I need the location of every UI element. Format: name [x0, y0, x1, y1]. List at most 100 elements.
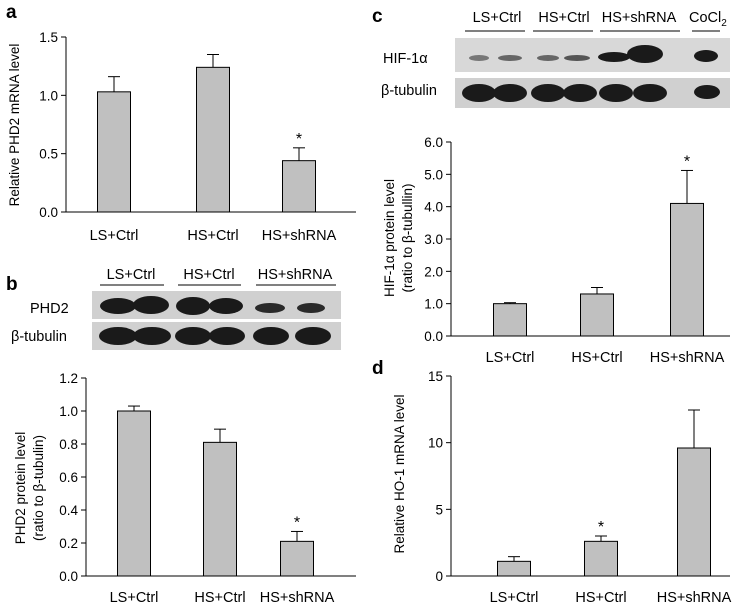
- band: [253, 327, 289, 345]
- x-category-label: HS+Ctrl: [194, 590, 245, 605]
- y-tick-label: 5: [435, 502, 443, 517]
- bar: [493, 303, 527, 337]
- y-tick-label: 1.0: [424, 297, 443, 312]
- cocl-label: CoCl: [689, 10, 721, 26]
- blot-bands: [99, 296, 331, 345]
- blot-row-label: PHD2: [30, 301, 69, 317]
- y-tick-label: 0.6: [59, 470, 78, 485]
- band: [599, 84, 633, 102]
- bar: [677, 447, 711, 577]
- x-category-label: LS+Ctrl: [490, 590, 539, 605]
- blot-row-label: β-tubulin: [11, 329, 67, 345]
- blot-group-label: HS+shRNA: [258, 267, 333, 283]
- blot-group-label: HS+Ctrl: [538, 10, 589, 26]
- band: [498, 55, 522, 61]
- significance-marker: *: [294, 514, 300, 531]
- band: [537, 55, 559, 61]
- panel-label-c: c: [372, 6, 383, 27]
- x-category-label: HS+Ctrl: [187, 228, 238, 244]
- y-axis-label: Relative HO-1 mRNA level: [392, 394, 407, 553]
- x-category-label: HS+Ctrl: [575, 590, 626, 605]
- cocl-subscript: 2: [721, 18, 727, 29]
- band: [598, 52, 630, 62]
- x-category-label: HS+shRNA: [262, 228, 337, 244]
- band: [694, 85, 720, 99]
- band: [133, 327, 171, 345]
- band: [563, 84, 597, 102]
- band: [297, 303, 325, 313]
- x-category-label: HS+shRNA: [260, 590, 335, 605]
- blot-membrane: [455, 38, 730, 72]
- band: [176, 297, 210, 315]
- significance-marker: *: [684, 153, 690, 170]
- bar: [280, 540, 314, 577]
- x-category-label: HS+Ctrl: [571, 350, 622, 366]
- panel-a: a Relative PHD2 mRNA level 0.0 0.5 1.0 1.5 L…: [6, 2, 356, 244]
- y-tick-label: 2.0: [424, 264, 443, 279]
- y-tick-label: 4.0: [424, 200, 443, 215]
- bar: [497, 560, 531, 577]
- y-tick-label: 5.0: [424, 167, 443, 182]
- y-tick-label: 1.5: [39, 30, 58, 45]
- y-tick-label: 6.0: [424, 135, 443, 150]
- panel-label-d: d: [372, 358, 384, 379]
- bar: [580, 293, 614, 337]
- y-tick-label: 0.0: [39, 205, 58, 220]
- y-tick-label: 0.8: [59, 437, 78, 452]
- bar: [203, 441, 237, 577]
- y-tick-label: 0.0: [424, 329, 443, 344]
- panel-label-b: b: [6, 274, 18, 295]
- y-axis-label: (ratio to β-tubulin): [31, 435, 46, 541]
- band: [633, 84, 667, 102]
- panel-b: b LS+Ctrl HS+Ctrl HS+shRNA PHD2 β-tubuli…: [6, 267, 356, 605]
- significance-marker: *: [598, 519, 604, 536]
- y-tick-label: 15: [428, 369, 443, 384]
- y-tick-label: 1.2: [59, 371, 78, 386]
- y-axis-label: Relative PHD2 mRNA level: [7, 44, 22, 207]
- band: [462, 84, 496, 102]
- y-tick-label: 0.2: [59, 536, 78, 551]
- chart-c-plot: 0.0 1.0 2.0 3.0 4.0 5.0 6.0 LS+Ctrl HS+Ctrl * HS+s…: [424, 135, 730, 366]
- x-category-label: HS+shRNA: [657, 590, 732, 605]
- y-axis-label: (ratio to β-tubullin): [400, 183, 415, 292]
- band: [564, 55, 590, 61]
- blot-group-label: LS+Ctrl: [473, 10, 522, 26]
- band: [627, 45, 663, 63]
- blot-row-label: β-tubulin: [381, 83, 437, 99]
- band: [255, 303, 285, 313]
- bar: [282, 160, 316, 213]
- band: [133, 296, 169, 314]
- bar: [196, 66, 230, 213]
- x-category-label: HS+shRNA: [650, 350, 725, 366]
- blot-group-label: LS+Ctrl: [107, 267, 156, 283]
- band: [493, 84, 527, 102]
- bar: [670, 202, 704, 337]
- y-axis-label: HIF-1α protein level: [382, 179, 397, 297]
- blot-group-label: HS+shRNA: [602, 10, 677, 26]
- band: [99, 327, 137, 345]
- band: [209, 298, 243, 314]
- western-blot-b: LS+Ctrl HS+Ctrl HS+shRNA PHD2 β-tubulin: [11, 267, 341, 350]
- bar: [117, 410, 151, 577]
- y-tick-label: 0.5: [39, 147, 58, 162]
- band: [209, 327, 245, 345]
- blot-group-label: HS+Ctrl: [183, 267, 234, 283]
- y-tick-label: 0: [435, 569, 443, 584]
- y-tick-label: 1.0: [39, 88, 58, 103]
- y-axis-label: PHD2 protein level: [13, 432, 28, 545]
- blot-group-label: CoCl2: [689, 10, 727, 29]
- chart-b-plot: 0.0 0.2 0.4 0.6 0.8 1.0 1.2 LS+Ctrl HS+Ctrl * HS+s…: [59, 371, 356, 605]
- y-tick-label: 3.0: [424, 232, 443, 247]
- blot-bands: [462, 45, 720, 102]
- x-category-label: LS+Ctrl: [110, 590, 159, 605]
- y-tick-label: 10: [428, 436, 443, 451]
- band: [469, 55, 489, 61]
- chart-d-plot: 0 5 10 15 LS+Ctrl * HS+Ctrl HS+shRNA: [428, 369, 732, 605]
- y-tick-label: 1.0: [59, 404, 78, 419]
- blot-row-label: HIF-1α: [383, 51, 428, 67]
- band: [694, 50, 718, 62]
- panel-d: d Relative HO-1 mRNA level 0 5 10 15 LS+Ctrl…: [372, 358, 732, 605]
- band: [531, 84, 565, 102]
- x-category-label: LS+Ctrl: [486, 350, 535, 366]
